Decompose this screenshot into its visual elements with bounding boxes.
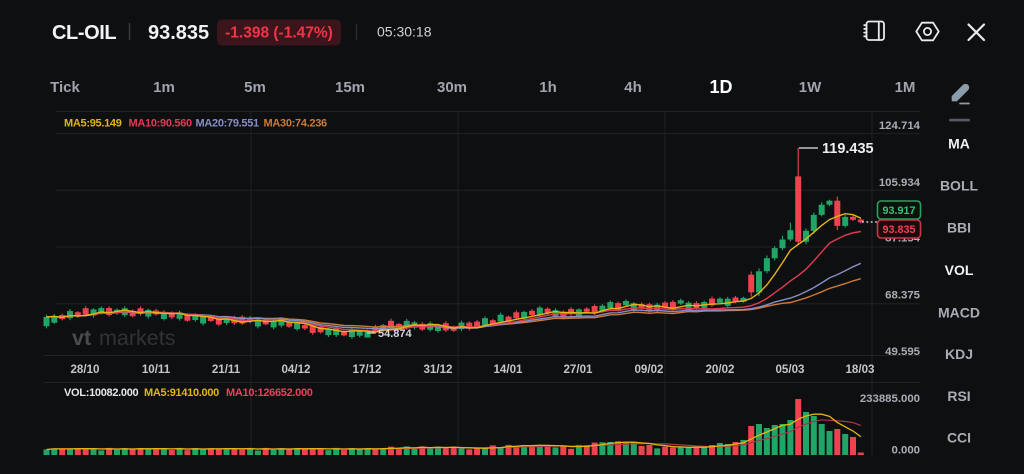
- svg-text:MACD: MACD: [938, 305, 980, 321]
- svg-text:Tick: Tick: [50, 79, 80, 96]
- svg-text:18/03: 18/03: [845, 363, 875, 376]
- svg-text:54.874: 54.874: [378, 328, 413, 340]
- svg-text:MA10:90.560: MA10:90.560: [129, 118, 193, 130]
- svg-text:MA20:79.551: MA20:79.551: [196, 118, 260, 130]
- svg-text:CL-OIL: CL-OIL: [52, 22, 116, 44]
- svg-text:14/01: 14/01: [493, 363, 523, 376]
- svg-text:1M: 1M: [895, 79, 916, 96]
- svg-text:233885.000: 233885.000: [860, 393, 920, 405]
- svg-text:28/10: 28/10: [70, 363, 99, 376]
- svg-text:MA: MA: [948, 136, 970, 152]
- svg-text:1D: 1D: [709, 77, 732, 97]
- svg-text:21/11: 21/11: [212, 363, 241, 376]
- svg-text:5m: 5m: [244, 79, 266, 96]
- svg-text:05/03: 05/03: [775, 363, 805, 376]
- svg-text:CCI: CCI: [947, 430, 971, 446]
- svg-text:49.595: 49.595: [885, 346, 921, 358]
- svg-text:119.435: 119.435: [822, 141, 874, 157]
- svg-text:10/11: 10/11: [142, 363, 171, 376]
- svg-text:VOL: VOL: [945, 262, 974, 278]
- svg-text:04/12: 04/12: [281, 363, 310, 376]
- svg-text:68.375: 68.375: [885, 290, 921, 302]
- svg-text:1m: 1m: [153, 79, 175, 96]
- svg-text:KDJ: KDJ: [945, 346, 973, 362]
- svg-text:BBI: BBI: [947, 220, 971, 236]
- svg-text:VOL:10082.000: VOL:10082.000: [64, 387, 139, 399]
- svg-text:93.835: 93.835: [882, 224, 915, 236]
- svg-text:4h: 4h: [624, 79, 642, 96]
- svg-text:105.934: 105.934: [879, 177, 921, 189]
- svg-text:30m: 30m: [437, 79, 467, 96]
- svg-text:MA10:126652.000: MA10:126652.000: [226, 387, 313, 399]
- svg-text:BOLL: BOLL: [940, 178, 979, 194]
- svg-text:MA5:95.149: MA5:95.149: [64, 118, 122, 130]
- svg-text:MA30:74.236: MA30:74.236: [264, 118, 328, 130]
- svg-text:09/02: 09/02: [634, 363, 663, 376]
- svg-text:31/12: 31/12: [423, 363, 452, 376]
- svg-text:20/02: 20/02: [705, 363, 734, 376]
- svg-text:vt: vt: [72, 326, 91, 350]
- svg-text:27/01: 27/01: [563, 363, 593, 376]
- svg-text:17/12: 17/12: [352, 363, 381, 376]
- svg-text:93.835: 93.835: [148, 22, 209, 44]
- svg-text:1h: 1h: [539, 79, 557, 96]
- svg-text:RSI: RSI: [947, 388, 970, 404]
- svg-text:15m: 15m: [335, 79, 365, 96]
- svg-text:05:30:18: 05:30:18: [377, 24, 432, 40]
- svg-text:124.714: 124.714: [879, 120, 921, 132]
- svg-text:0.000: 0.000: [891, 445, 920, 457]
- svg-text:-1.398 (-1.47%): -1.398 (-1.47%): [225, 25, 333, 42]
- svg-text:93.917: 93.917: [882, 205, 915, 217]
- svg-text:MA5:91410.000: MA5:91410.000: [144, 387, 219, 399]
- svg-text:markets: markets: [99, 326, 175, 350]
- svg-text:1W: 1W: [799, 79, 822, 96]
